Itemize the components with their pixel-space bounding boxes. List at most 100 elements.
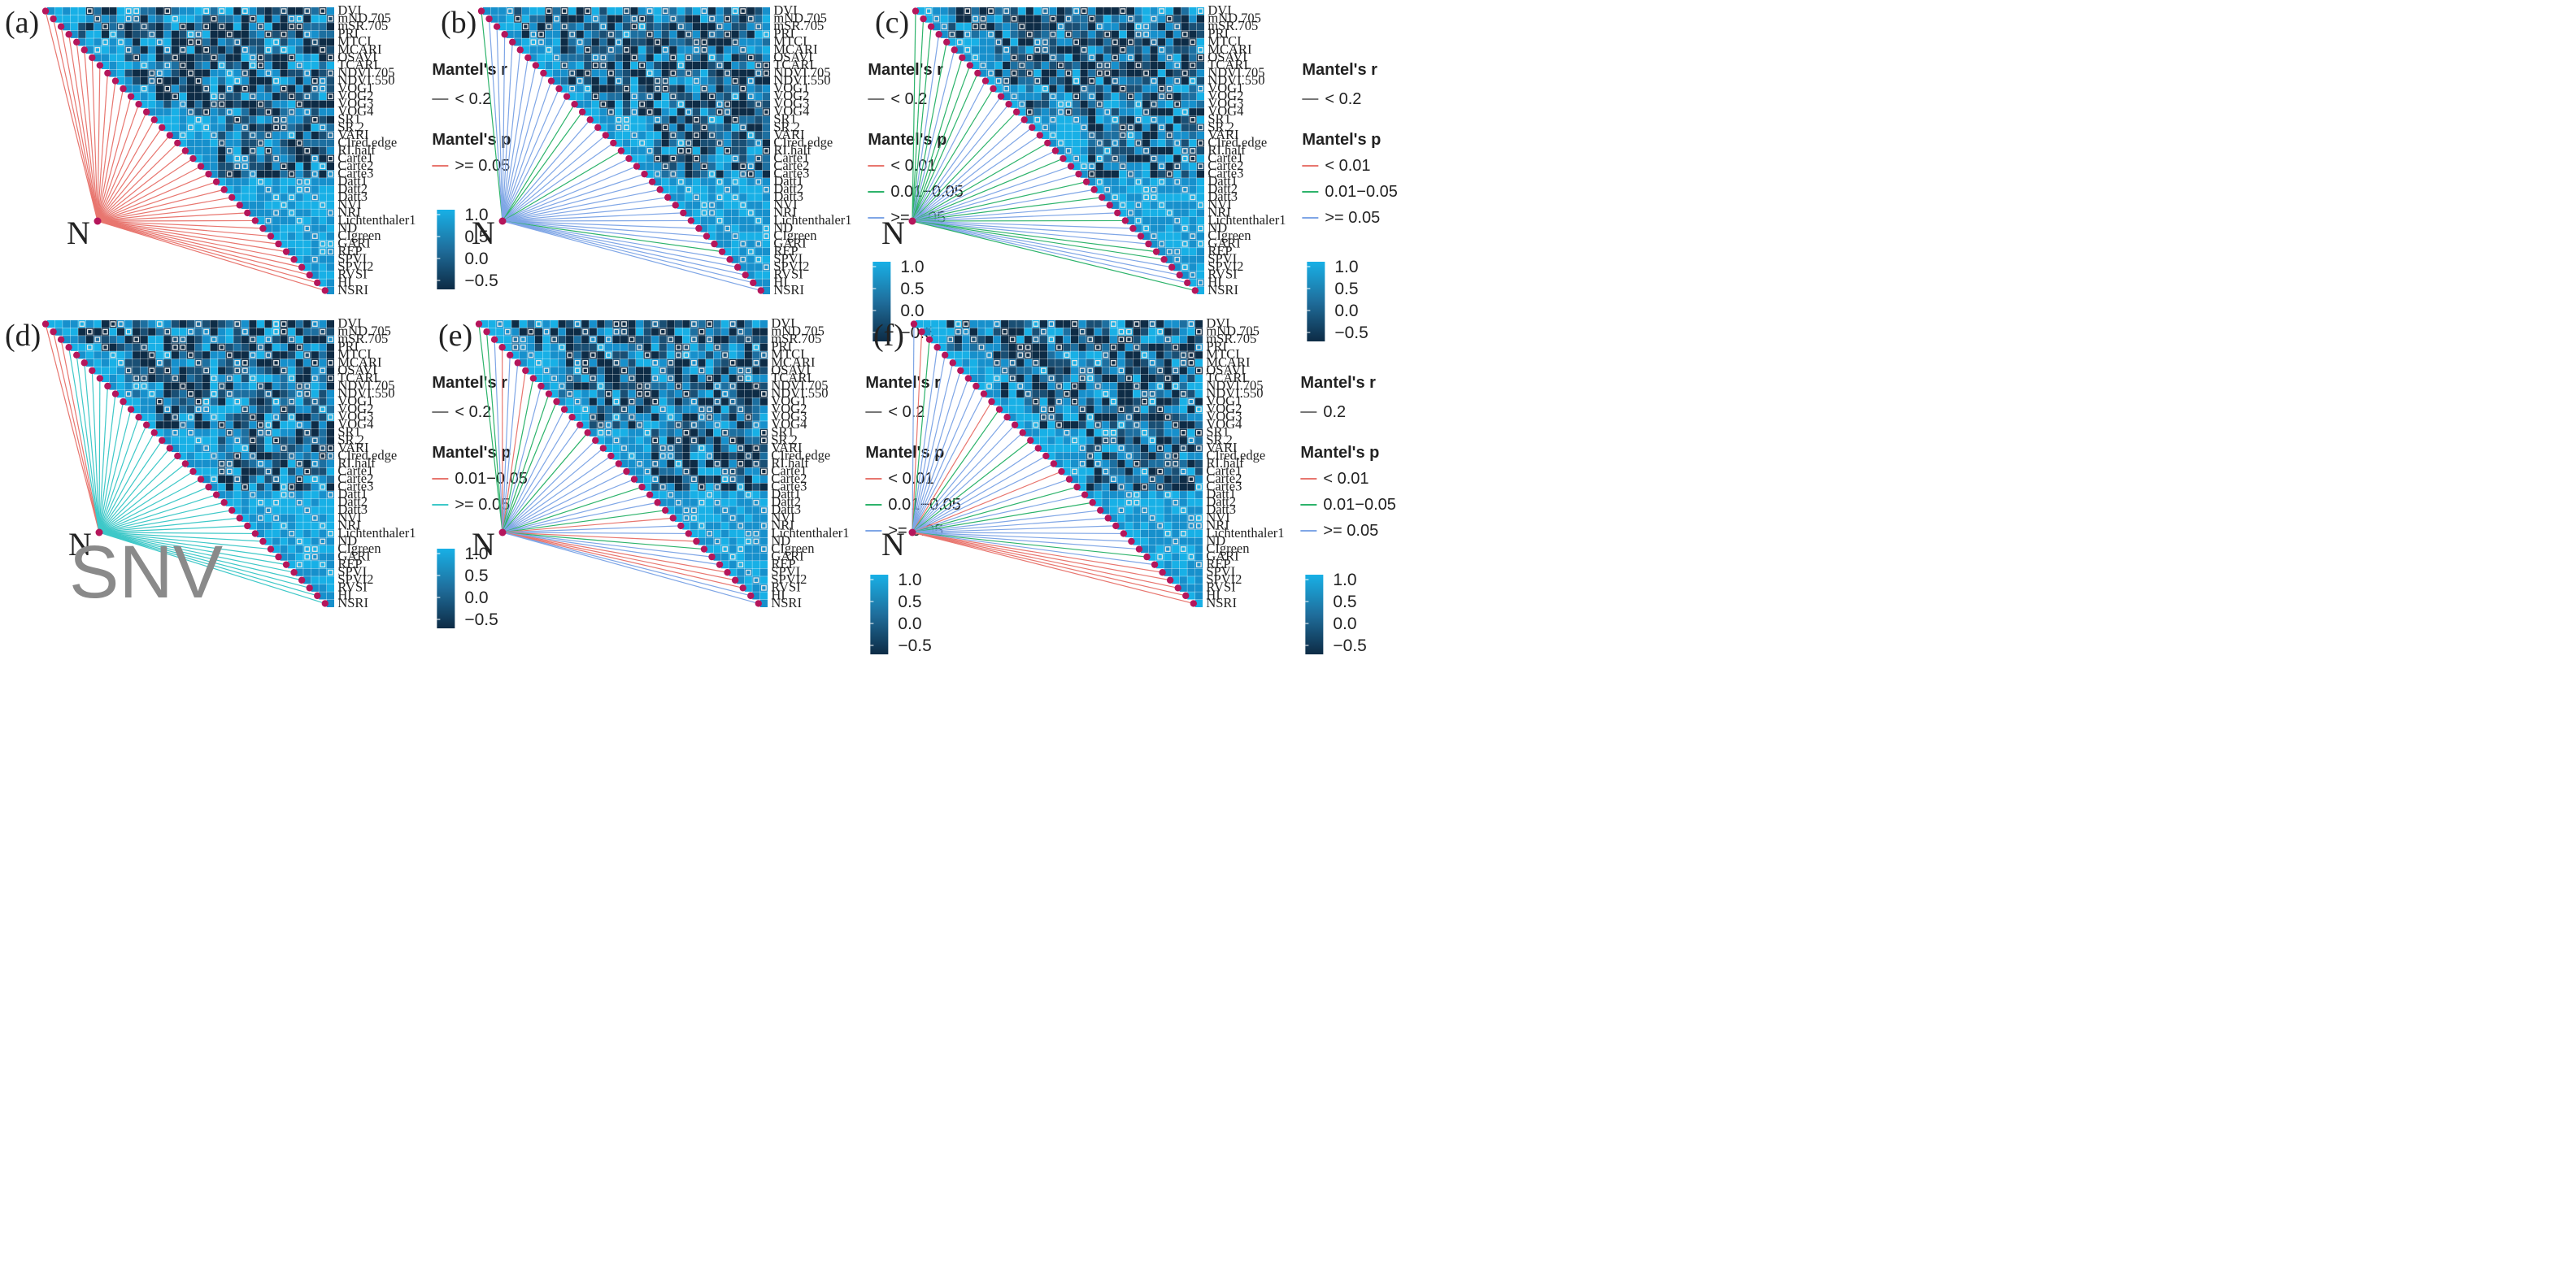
heatmap-cell [218,428,226,437]
heatmap-cell [210,163,218,171]
heatmap-cell [256,389,265,398]
heatmap-cell [326,61,334,70]
heatmap-cell [1158,85,1166,93]
significance-mark [1135,101,1142,107]
heatmap-cell [288,7,296,15]
heatmap-cell [576,54,584,62]
heatmap-cell [326,584,334,592]
significance-mark [226,109,233,115]
significance-mark [1174,101,1181,107]
heatmap-cell [163,15,172,23]
heatmap-cell [511,351,520,359]
heatmap-cell [496,336,504,344]
heatmap-cell [202,351,211,359]
mantel-link [912,134,1041,222]
significance-mark [600,101,607,107]
heatmap-cell [1189,248,1197,256]
heatmap-cell [233,483,242,491]
heatmap-cell [140,38,148,46]
heatmap-cell [194,452,202,460]
heatmap-cell [326,139,334,147]
heatmap-cell [280,389,288,398]
heatmap-cell [654,108,662,116]
heatmap-cell [506,23,514,31]
heatmap-cell [179,124,187,132]
heatmap-cell [752,452,760,460]
legend-r-title: Mantel's r [868,61,943,79]
heatmap-cell [1196,216,1204,225]
heatmap-cell [1165,146,1173,155]
significance-mark [1042,8,1048,15]
heatmap-cell [124,61,133,70]
significance-mark [691,398,697,405]
heatmap-cell [140,389,148,398]
heatmap-cell [210,428,218,437]
heatmap-cell [955,7,964,15]
heatmap-cell [256,201,265,209]
heatmap-cell [249,46,257,54]
heatmap-cell [148,389,156,398]
heatmap-cell [311,93,319,101]
heatmap-cell [506,30,514,38]
link-endpoint [501,31,508,38]
heatmap-cell [1033,30,1042,38]
heatmap-cell [264,23,272,31]
heatmap-cell [124,85,133,93]
heatmap-cell [303,30,311,38]
heatmap-cell [133,76,141,85]
legend-r-title: Mantel's r [432,374,507,392]
heatmap-cell [1165,170,1173,178]
heatmap-cell [744,351,752,359]
heatmap-cell [288,163,296,171]
significance-mark [701,46,707,53]
heatmap-cell [550,374,559,383]
heatmap-cell [241,483,249,491]
heatmap-cell [288,336,296,344]
heatmap-cell [581,389,590,398]
heatmap-cell [303,343,311,351]
heatmap-cell [589,397,597,406]
variable-label: SR1 [771,424,794,440]
significance-mark [188,31,194,37]
heatmap-cell [1126,61,1135,70]
significance-mark [164,352,171,358]
heatmap-cell [646,154,654,163]
heatmap-cell [186,413,195,421]
heatmap-cell [514,30,522,38]
heatmap-cell [1103,93,1112,101]
heatmap-cell [667,506,675,515]
legend-r-item: < 0.2 [455,90,491,108]
heatmap-cell [1111,139,1119,147]
heatmap-cell [1181,185,1189,193]
heatmap-cell [622,85,631,93]
heatmap-cell [744,522,752,530]
significance-mark [311,376,318,381]
heatmap-cell [612,320,620,328]
link-endpoint [96,62,104,69]
heatmap-cell [591,23,599,31]
heatmap-cell [1165,163,1173,171]
heatmap-cell [140,382,148,390]
heatmap-cell [669,7,677,15]
heatmap-cell [218,343,226,351]
heatmap-cell [1111,146,1119,155]
heatmap-cell [319,85,327,93]
heatmap-cell [713,467,721,476]
significance-mark [311,546,318,552]
heatmap-cell [615,69,623,77]
heatmap-cell [1025,108,1033,116]
heatmap-cell [288,529,296,538]
heatmap-cell [202,46,211,54]
heatmap-cell [295,553,303,561]
heatmap-cell [615,124,623,132]
heatmap-cell [1158,30,1166,38]
heatmap-cell [218,459,226,468]
variable-label: NRI [771,517,794,532]
heatmap-cell [744,476,752,484]
heatmap-cell [249,343,257,351]
significance-mark [156,398,163,405]
heatmap-cell [759,553,768,561]
heatmap-cell [295,514,303,522]
heatmap-cell [326,131,334,139]
heatmap-cell [755,93,763,101]
